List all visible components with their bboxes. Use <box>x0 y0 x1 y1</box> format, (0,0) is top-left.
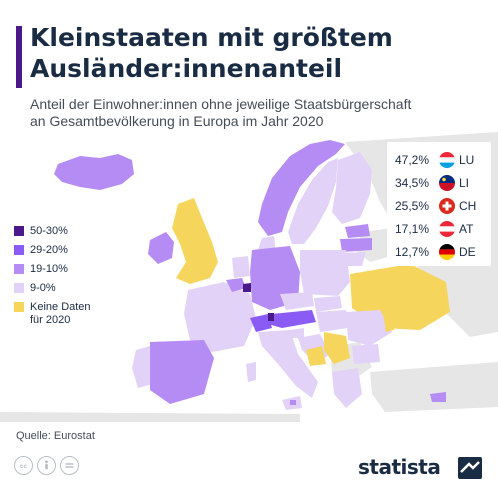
legend-label: 50-30% <box>30 225 68 237</box>
cc-icon[interactable]: cc <box>14 456 33 475</box>
subtitle-line-1: Anteil der Einwohner:innen ohne jeweilig… <box>30 96 412 112</box>
luxembourg-region <box>243 283 251 292</box>
ranking-code: AT <box>459 221 474 236</box>
estonia-region <box>345 224 370 238</box>
romania-region <box>346 310 392 346</box>
uk-region <box>172 198 218 284</box>
moldova-region <box>382 308 394 332</box>
austria-region <box>268 310 316 328</box>
license-icons: cc <box>14 456 79 475</box>
ranking-code: CH <box>459 198 477 213</box>
greece-region <box>332 368 362 408</box>
ranking-code: LI <box>459 175 470 190</box>
ranking-value: 12,7% <box>395 244 430 259</box>
ireland-region <box>148 232 174 264</box>
legend-label: 9-0% <box>30 282 56 294</box>
legend-swatch <box>14 302 24 312</box>
finland-region <box>332 152 372 224</box>
ranking-code: LU <box>459 152 475 167</box>
norway-region <box>258 140 345 236</box>
ranking-value: 17,1% <box>395 221 430 236</box>
switzerland-region <box>250 314 272 332</box>
sweden-region <box>288 158 338 244</box>
ranking-code: DE <box>459 244 476 259</box>
sardinia-region <box>246 362 256 382</box>
by-icon[interactable] <box>37 456 56 475</box>
liechtenstein-region <box>268 313 274 321</box>
legend-label: Keine Daten für 2020 <box>30 301 91 327</box>
hungary-region <box>316 310 348 332</box>
belgium-region <box>226 278 246 292</box>
iceland-region <box>54 154 134 190</box>
cyprus-region <box>430 392 446 402</box>
ranking-value: 25,5% <box>395 198 430 213</box>
italy-region <box>258 330 318 398</box>
germany-flag-icon <box>439 243 455 260</box>
legend-item-50-30: 50-30% <box>14 225 134 238</box>
legend-item-29-20: 29-20% <box>14 244 134 257</box>
luxembourg-flag-icon <box>439 151 455 168</box>
france-region <box>184 282 256 352</box>
nd-icon[interactable] <box>60 456 79 475</box>
poland-region <box>300 250 350 296</box>
ranking-row: 47,2% LU <box>395 148 485 171</box>
bulgaria-region <box>352 344 380 364</box>
legend-item-no-data: Keine Daten für 2020 <box>14 301 134 327</box>
title-accent-bar <box>16 26 22 88</box>
legend-item-19-10: 19-10% <box>14 263 134 276</box>
chart-title: Kleinstaaten mit größtem Ausländer:innen… <box>30 22 490 84</box>
ranking-value: 47,2% <box>395 152 430 167</box>
latvia-region <box>340 238 372 252</box>
turkey-region <box>370 362 498 412</box>
chart-subtitle: Anteil der Einwohner:innen ohne jeweilig… <box>30 96 490 130</box>
ranking-row: 25,5% CH <box>395 194 485 217</box>
slovenia-region <box>290 328 304 338</box>
title-line-2: Ausländer:innenanteil <box>30 54 343 83</box>
ranking-box: 47,2% LU 34,5% LI 25,5% CH 17,1% AT 12,7… <box>387 142 491 266</box>
spain-region <box>150 340 214 404</box>
legend-swatch <box>14 226 24 236</box>
legend-label-line-2: für 2020 <box>30 314 71 326</box>
statista-logo-icon[interactable] <box>458 457 482 479</box>
title-line-1: Kleinstaaten mit größtem <box>30 23 393 52</box>
legend-label: 19-10% <box>30 263 68 275</box>
ranking-value: 34,5% <box>395 175 430 190</box>
serbia-region <box>324 332 350 364</box>
legend-label: 29-20% <box>30 244 68 256</box>
legend-swatch <box>14 245 24 255</box>
ranking-row: 12,7% DE <box>395 240 485 263</box>
netherlands-region <box>232 256 250 278</box>
austria-flag-icon <box>439 220 455 237</box>
legend-swatch <box>14 283 24 293</box>
bosnia-region <box>306 346 326 366</box>
portugal-region <box>132 346 152 388</box>
legend-swatch <box>14 264 24 274</box>
svg-text:cc: cc <box>20 463 27 470</box>
czechia-region <box>280 292 314 310</box>
north-africa-region <box>0 412 300 422</box>
switzerland-flag-icon <box>439 197 455 214</box>
liechtenstein-flag-icon <box>439 174 455 191</box>
ranking-row: 34,5% LI <box>395 171 485 194</box>
legend-item-9-0: 9-0% <box>14 282 134 295</box>
malta-region <box>290 400 296 405</box>
legend-label-line-1: Keine Daten <box>30 301 91 313</box>
subtitle-line-2: an Gesamtbevölkerung in Europa im Jahr 2… <box>30 113 324 129</box>
source-note: Quelle: Eurostat <box>16 430 95 442</box>
europe-map <box>0 132 498 422</box>
ranking-row: 17,1% AT <box>395 217 485 240</box>
map-legend: 50-30% 29-20% 19-10% 9-0% Keine Daten fü… <box>14 225 134 333</box>
slovakia-region <box>314 296 342 312</box>
statista-logo-text[interactable]: statista <box>358 455 441 479</box>
